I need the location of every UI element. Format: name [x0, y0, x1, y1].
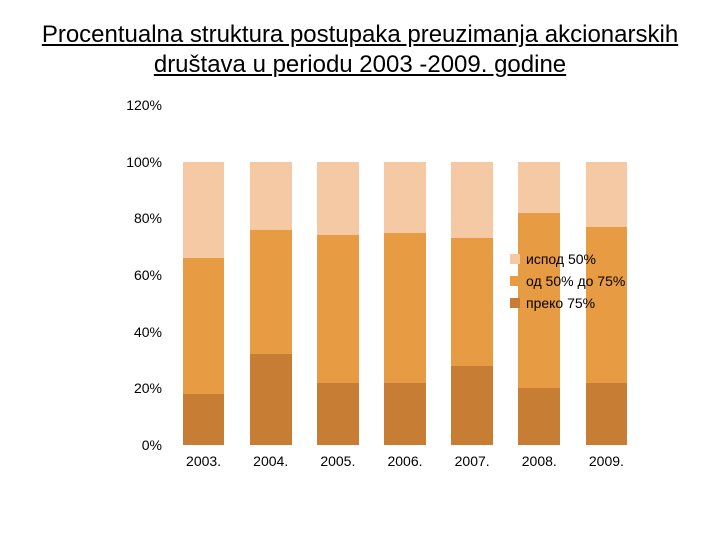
- y-axis-tick-label: 120%: [112, 97, 162, 113]
- legend-item: од 50% до 75%: [510, 273, 625, 289]
- bar-segment: [451, 238, 493, 366]
- bar-segment: [183, 258, 225, 394]
- x-axis-tick-label: 2008.: [522, 453, 557, 469]
- bar-segment: [451, 162, 493, 239]
- bar-column: [183, 105, 225, 445]
- bar-segment: [586, 383, 628, 445]
- legend-swatch: [510, 276, 520, 286]
- bar-column: [317, 105, 359, 445]
- legend-label: од 50% до 75%: [526, 273, 625, 289]
- bar-segment: [317, 162, 359, 236]
- legend-label: испод 50%: [526, 251, 596, 267]
- x-axis-tick-label: 2004.: [253, 453, 288, 469]
- y-axis-tick-label: 100%: [112, 154, 162, 170]
- y-axis-tick-label: 20%: [112, 380, 162, 396]
- y-axis-tick-label: 80%: [112, 210, 162, 226]
- x-axis-tick-label: 2009.: [589, 453, 624, 469]
- slide-title: Procentualna struktura postupaka preuzim…: [40, 20, 680, 80]
- y-axis-tick-label: 0%: [112, 437, 162, 453]
- chart-x-axis-labels: 2003. 2004. 2005. 2006. 2007. 2008. 2009.: [170, 453, 640, 477]
- legend-swatch: [510, 298, 520, 308]
- chart-container: 0%20%40%60%80%100%120% 2003.2004.2005.20…: [120, 105, 680, 505]
- bar-segment: [518, 162, 560, 213]
- y-axis-tick-label: 40%: [112, 324, 162, 340]
- bar-segment: [317, 235, 359, 382]
- bar-segment: [250, 354, 292, 445]
- bar-segment: [250, 162, 292, 230]
- bar-column: [451, 105, 493, 445]
- bar-segment: [451, 366, 493, 445]
- bar-segment: [317, 383, 359, 445]
- slide-root: Procentualna struktura postupaka preuzim…: [0, 0, 720, 540]
- x-axis-tick-label: 2007.: [455, 453, 490, 469]
- bar-segment: [384, 233, 426, 383]
- x-axis-tick-label: 2006.: [387, 453, 422, 469]
- y-axis-tick-label: 60%: [112, 267, 162, 283]
- legend-item: преко 75%: [510, 295, 625, 311]
- legend-item: испод 50%: [510, 251, 625, 267]
- bar-column: [250, 105, 292, 445]
- bar-segment: [183, 394, 225, 445]
- bar-segment: [250, 230, 292, 355]
- legend-swatch: [510, 254, 520, 264]
- x-axis-tick-label: 2003.: [186, 453, 221, 469]
- bar-segment: [384, 383, 426, 445]
- bar-segment: [384, 162, 426, 233]
- bar-segment: [518, 388, 560, 445]
- x-axis-tick-label: 2005.: [320, 453, 355, 469]
- chart-legend: испод 50% од 50% до 75% преко 75%: [510, 251, 625, 317]
- legend-label: преко 75%: [526, 295, 595, 311]
- bar-segment: [183, 162, 225, 258]
- bar-column: [384, 105, 426, 445]
- bar-segment: [586, 162, 628, 227]
